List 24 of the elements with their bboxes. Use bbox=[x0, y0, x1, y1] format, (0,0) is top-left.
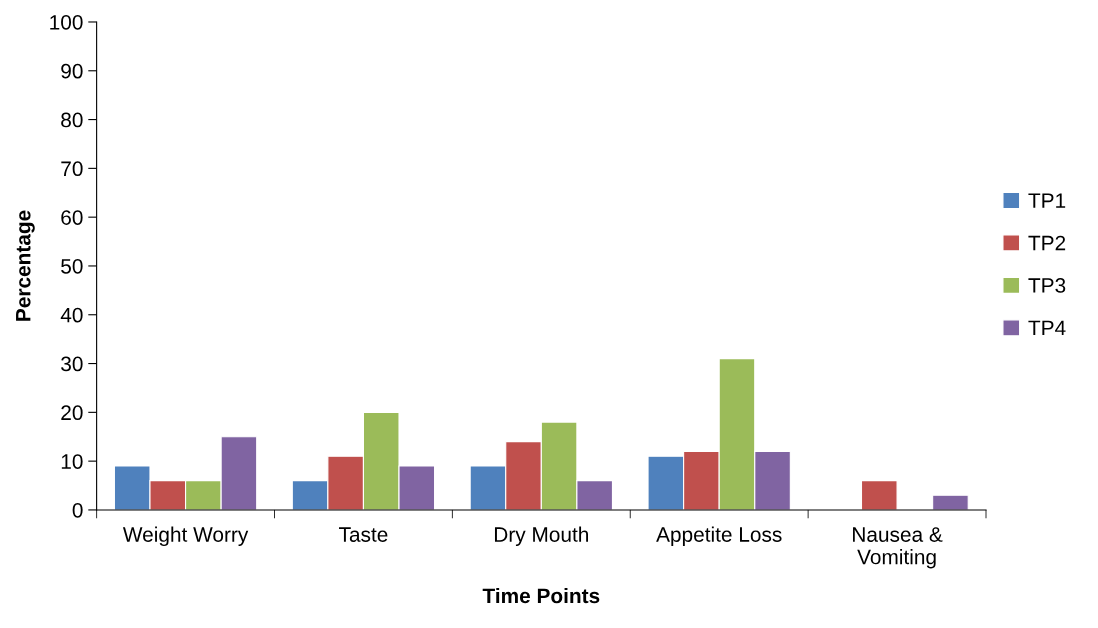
y-tick-label: 90 bbox=[61, 63, 83, 79]
x-tick-label: Taste bbox=[339, 527, 388, 542]
y-tick-label: 50 bbox=[61, 258, 83, 274]
legend-label: TP4 bbox=[1028, 320, 1066, 336]
y-tick-label: 30 bbox=[61, 356, 83, 372]
bar bbox=[932, 494, 969, 510]
x-tick-label: Appetite Loss bbox=[656, 526, 782, 547]
bar bbox=[860, 480, 898, 510]
y-tick-label: 100 bbox=[50, 14, 83, 30]
x-tick-label: Weight Worry bbox=[122, 526, 249, 547]
x-axis-title: Time Points bbox=[482, 587, 600, 604]
x-tick-label: Dry Mouth bbox=[494, 526, 589, 547]
legend-label: TP1 bbox=[1028, 193, 1066, 208]
legend-label: TP2 bbox=[1028, 235, 1066, 251]
y-tick-label: 40 bbox=[60, 307, 83, 323]
y-tick-label: 60 bbox=[61, 210, 83, 225]
y-tick-label: 0 bbox=[72, 502, 83, 518]
x-tick-label: Nausea & Vomiting bbox=[853, 527, 943, 569]
y-tick-label: 70 bbox=[61, 161, 83, 177]
y-axis-title: Percentage bbox=[16, 210, 35, 321]
y-tick-label: 80 bbox=[61, 112, 83, 128]
y-tick-label: 20 bbox=[61, 405, 83, 421]
legend-label: TP3 bbox=[1028, 278, 1066, 293]
y-tick-label: 10 bbox=[61, 454, 83, 469]
